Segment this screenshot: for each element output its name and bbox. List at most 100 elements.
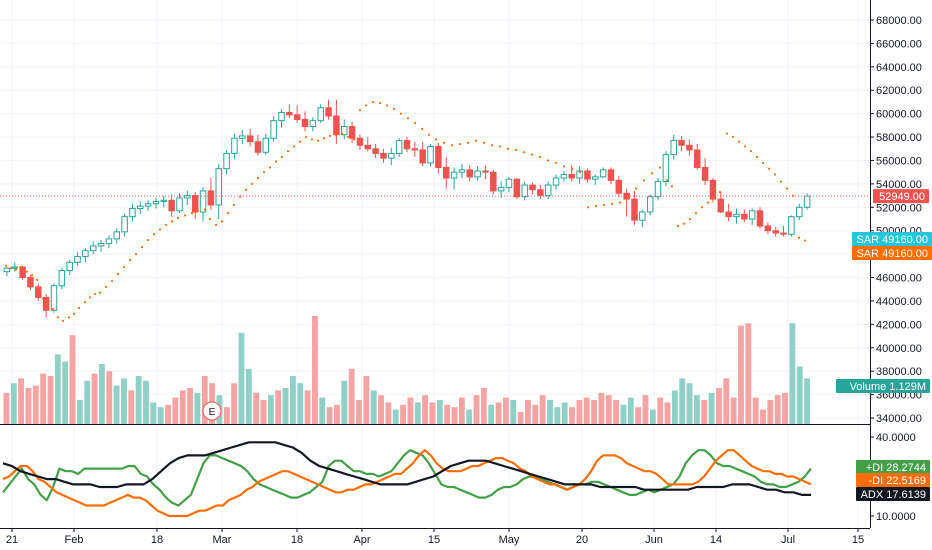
volume-bar — [686, 383, 693, 424]
sar-dot — [578, 171, 582, 174]
volume-bar — [576, 400, 583, 424]
volume-bar — [679, 378, 686, 424]
candle-body — [529, 184, 536, 191]
sar-dot — [196, 209, 200, 212]
candle-body — [19, 266, 26, 279]
volume-bar — [745, 323, 752, 424]
sar-dot — [140, 245, 144, 249]
volume-bar — [62, 361, 69, 424]
sar-dot — [334, 133, 338, 136]
candle-body — [497, 186, 505, 192]
sar-dot — [371, 100, 375, 104]
volume-bar — [620, 404, 627, 424]
candle-body — [168, 199, 175, 212]
volume-bar — [370, 390, 377, 424]
sar-dot — [152, 233, 156, 236]
sar-dot — [718, 190, 722, 194]
sar-dot — [35, 278, 39, 281]
candle-body — [388, 152, 395, 159]
candle-body — [419, 149, 426, 164]
price-axis[interactable]: 68000.00 66000.00 64000.00 62000.00 60000.00… — [870, 15, 922, 523]
sar-dot — [761, 161, 765, 164]
volume-bar — [642, 395, 649, 424]
sar-dot — [779, 180, 783, 183]
sar-dot — [98, 291, 102, 294]
sar-dot — [104, 285, 108, 288]
sar-dot — [9, 267, 13, 270]
earnings-event-marker[interactable]: E — [202, 401, 222, 421]
sar-dot — [682, 222, 686, 225]
sar-dot — [803, 239, 807, 242]
volume-bar — [91, 373, 98, 424]
candle-body — [58, 270, 66, 287]
sar-dot — [364, 104, 368, 107]
volume-bar — [730, 397, 737, 424]
volume-bar — [32, 385, 39, 424]
volume-bar — [627, 397, 634, 424]
sar-dot — [490, 144, 494, 147]
candle-body — [325, 107, 332, 117]
candle-body — [662, 154, 670, 183]
time-axis[interactable]: 21 Feb 18 Mar 18 Apr 15 May 20 Jun 14 Jul 15 — [6, 528, 864, 546]
sar-dot — [392, 107, 396, 111]
candle-body — [568, 174, 575, 179]
price-tick-label: 58000.00 — [876, 132, 922, 144]
sar-dot — [116, 272, 120, 276]
volume-bar — [150, 402, 157, 424]
candle-body — [50, 285, 58, 311]
sar-dot — [164, 223, 168, 226]
sar-dot — [797, 236, 801, 239]
candle-body — [505, 178, 513, 188]
sar-dot — [30, 274, 34, 277]
time-tick-label: Apr — [353, 534, 370, 546]
sar-dot — [310, 138, 314, 141]
volume-bar — [429, 402, 436, 424]
sar-dot — [650, 172, 654, 175]
price-tick-label: 46000.00 — [876, 273, 922, 285]
volume-bar — [605, 395, 612, 424]
time-tick-label: Feb — [65, 534, 84, 546]
sar-dot — [670, 185, 674, 188]
last-price-tag-text: 52949.00 — [879, 191, 925, 203]
candle-body — [544, 184, 552, 197]
sar-dot — [286, 150, 290, 153]
candle-body — [137, 205, 144, 209]
candle-body — [748, 210, 756, 220]
volume-bar — [671, 390, 678, 424]
volume-bar — [3, 392, 10, 424]
volume-bar — [583, 397, 590, 424]
candle-body — [780, 232, 787, 235]
candle-body — [317, 107, 324, 122]
time-tick-label: Jul — [781, 534, 795, 546]
sar-dot — [203, 208, 207, 211]
sar-dot — [466, 141, 470, 145]
sar-dot — [4, 264, 8, 267]
volume-bar — [444, 404, 451, 424]
sar-dot — [292, 145, 296, 148]
volume-bar — [275, 390, 282, 424]
candle-body — [364, 144, 372, 150]
sar-dot — [316, 139, 320, 142]
volume-bar — [334, 404, 340, 424]
sar-dot — [413, 121, 417, 125]
candle-body — [231, 137, 238, 154]
sar-dot — [442, 141, 446, 145]
volume-bar — [10, 383, 17, 424]
volume-bar — [554, 407, 561, 424]
candle-body — [795, 206, 803, 218]
sar-dot — [72, 312, 76, 315]
volume-bar — [657, 397, 664, 424]
volume-bar — [231, 383, 238, 424]
volume-bar — [414, 402, 421, 424]
candle-body — [772, 230, 779, 234]
candle-body — [372, 148, 379, 154]
sar-dot — [434, 138, 438, 141]
event-marker-label: E — [209, 407, 216, 418]
sar-dot — [190, 212, 194, 215]
candle-body — [246, 135, 254, 143]
sar-dot — [498, 145, 502, 148]
candle-body — [66, 261, 73, 272]
sar-dot — [634, 187, 638, 190]
volume-bar — [312, 316, 318, 424]
